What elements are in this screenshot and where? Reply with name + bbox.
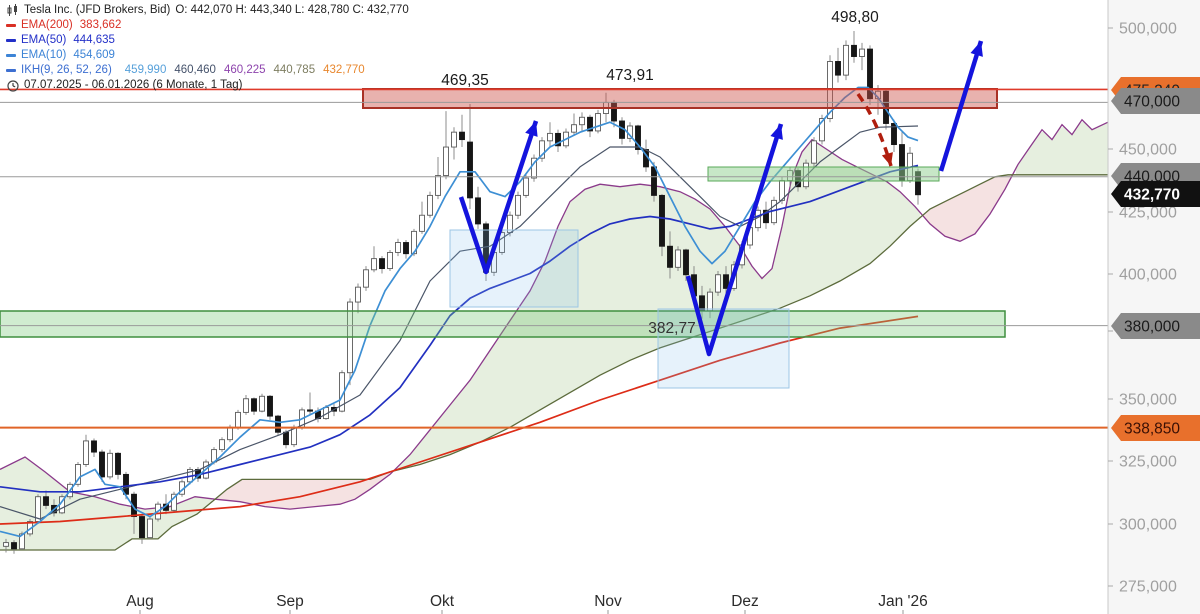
ikh-line-swatch <box>6 69 16 72</box>
resistance-zone[interactable] <box>362 88 998 109</box>
axis-tag-338850[interactable]: 338,850 <box>1111 415 1200 441</box>
instrument-name: Tesla Inc. (JFD Brokers, Bid) <box>24 4 171 16</box>
indicator-label: EMA(50) <box>21 34 67 46</box>
price-tick-label: 425,000 <box>1119 205 1177 222</box>
pullback-arrow[interactable] <box>856 92 893 167</box>
price-tick-label: 450,000 <box>1119 142 1177 159</box>
legend-period-row: 07.07.2025 - 06.01.2026 (6 Monate, 1 Tag… <box>6 78 409 93</box>
axis-tag-380000[interactable]: 380,000 <box>1111 313 1200 339</box>
indicator-label: EMA(10) <box>21 49 67 61</box>
price-tick-label: 350,000 <box>1119 392 1177 409</box>
chart-legend: Tesla Inc. (JFD Brokers, Bid) O: 442,070… <box>6 3 409 93</box>
line-swatch <box>6 39 16 42</box>
candlestick-icon <box>6 4 19 17</box>
ichimoku-cloud <box>0 118 1109 551</box>
price-annotation[interactable]: 382,77 <box>648 320 695 337</box>
price-tick-label: 400,000 <box>1119 267 1177 284</box>
senkou-a-line <box>0 118 1109 510</box>
ikh-values: 459,990 460,460 460,225 440,785 432,770 <box>117 63 365 78</box>
legend-ikh-row[interactable]: IKH(9, 26, 52, 26) 459,990 460,460 460,225… <box>6 63 409 78</box>
month-tick-label: Sep <box>276 593 304 610</box>
scenario-arrow-2[interactable] <box>685 123 784 357</box>
legend-ema-row[interactable]: EMA(10) 454,609 <box>6 48 409 63</box>
support-band[interactable] <box>0 310 1006 338</box>
ikh-value: 459,990 <box>124 64 167 76</box>
ikh-label: IKH(9, 26, 52, 26) <box>21 64 112 76</box>
svg-text:380,000: 380,000 <box>1124 319 1180 336</box>
indicator-value: 444,635 <box>73 34 115 46</box>
price-annotation[interactable]: 498,80 <box>831 9 879 26</box>
legend-instrument-row[interactable]: Tesla Inc. (JFD Brokers, Bid) O: 442,070… <box>6 3 409 18</box>
price-tick-label: 300,000 <box>1119 517 1177 534</box>
ikh-value: 460,225 <box>223 64 266 76</box>
date-range: 07.07.2025 - 06.01.2026 (6 Monate, 1 Tag… <box>24 79 243 91</box>
month-tick-label: Aug <box>126 593 154 610</box>
ikh-value: 440,785 <box>273 64 316 76</box>
price-tick-label: 500,000 <box>1119 21 1177 38</box>
scenario-arrow-3[interactable] <box>938 40 984 172</box>
line-swatch <box>6 24 16 27</box>
correction-box-1[interactable] <box>449 229 579 308</box>
axis-tag-470000[interactable]: 470,000 <box>1111 88 1200 114</box>
ema10-line[interactable] <box>0 86 919 538</box>
indicator-value: 454,609 <box>73 49 115 61</box>
kijun-line[interactable] <box>0 125 919 520</box>
ikh-value: 432,770 <box>323 64 365 76</box>
senkou-b-line <box>0 174 1108 551</box>
svg-text:338,850: 338,850 <box>1124 421 1180 438</box>
ema50-line[interactable] <box>0 164 919 493</box>
price-tick-label: 325,000 <box>1119 454 1177 471</box>
clock-icon <box>6 79 19 92</box>
svg-text:470,000: 470,000 <box>1124 94 1180 111</box>
svg-text:432,770: 432,770 <box>1124 187 1180 204</box>
price-annotation[interactable]: 469,35 <box>441 72 488 89</box>
month-tick-label: Jan '26 <box>878 593 928 610</box>
correction-box-2[interactable] <box>657 308 790 389</box>
axis-tag-432770[interactable]: 432,770 <box>1111 181 1200 207</box>
price-annotation[interactable]: 473,91 <box>606 67 653 84</box>
month-tick-label: Nov <box>594 593 622 610</box>
month-tick-label: Dez <box>731 593 759 610</box>
indicator-label: EMA(200) <box>21 19 73 31</box>
legend-ema-row[interactable]: EMA(200) 383,662 <box>6 18 409 33</box>
line-swatch <box>6 54 16 57</box>
legend-ema-row[interactable]: EMA(50) 444,635 <box>6 33 409 48</box>
ohlc-values: O: 442,070 H: 443,340 L: 428,780 C: 432,… <box>175 4 409 16</box>
price-tick-label: 275,000 <box>1119 579 1177 596</box>
scenario-arrow-1[interactable] <box>458 120 539 275</box>
month-tick-label: Okt <box>430 593 455 610</box>
ikh-value: 460,460 <box>174 64 216 76</box>
indicator-value: 383,662 <box>79 19 122 31</box>
minor-support-zone[interactable] <box>707 166 940 182</box>
ema200-line[interactable] <box>0 315 919 525</box>
